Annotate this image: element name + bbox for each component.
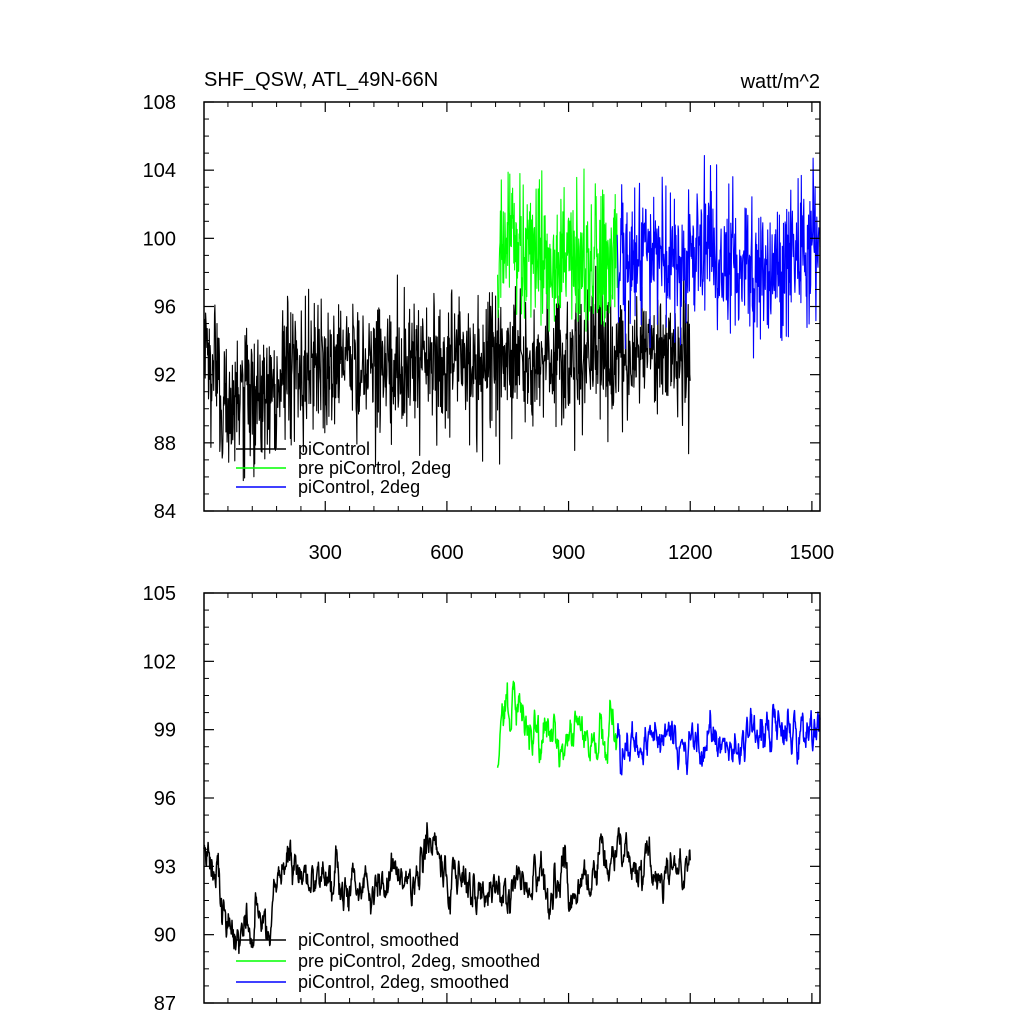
- y-tick-label: 108: [143, 92, 176, 114]
- y-tick-label: 104: [143, 160, 176, 182]
- series-line: [203, 265, 691, 482]
- y-tick-label: 87: [154, 993, 176, 1015]
- bottom-panel: 87 90 93 96 99 102 105 piControl, smoothedpre …: [143, 583, 821, 1015]
- legend-label: piControl: [298, 439, 370, 459]
- legend-label: pre piControl, 2deg: [298, 458, 451, 478]
- series-line: [497, 168, 618, 332]
- ticks-layer: 84 88 92 96 100 104 108 300 600 900 1200 1500: [143, 92, 835, 564]
- series-line: [496, 680, 618, 768]
- series-line: [616, 703, 821, 776]
- legend-label: piControl, 2deg, smoothed: [298, 972, 509, 992]
- y-tick-label: 84: [154, 501, 176, 523]
- chart-title: SHF_QSW, ATL_49N-66N: [204, 69, 438, 91]
- x-tick-label: 600: [430, 542, 463, 564]
- y-tick-label: 90: [154, 925, 176, 947]
- x-tick-label: 300: [309, 542, 342, 564]
- x-tick-label: 1500: [790, 542, 835, 564]
- series-layer: [203, 154, 821, 482]
- legend-label: pre piControl, 2deg, smoothed: [298, 951, 540, 971]
- top-panel: SHF_QSW, ATL_49N-66N watt/m^2 84 88 92 96 10…: [143, 69, 835, 564]
- y-tick-label: 88: [154, 433, 176, 455]
- legend-label: piControl, smoothed: [298, 930, 459, 950]
- y-tick-label: 96: [154, 788, 176, 810]
- legend-label: piControl, 2deg: [298, 477, 420, 497]
- x-tick-label: 900: [552, 542, 585, 564]
- x-tick-label: 1200: [668, 542, 713, 564]
- y-tick-label: 105: [143, 583, 176, 605]
- ticks-layer: 87 90 93 96 99 102 105: [143, 583, 820, 1015]
- series-line: [203, 822, 691, 955]
- y-tick-label: 100: [143, 228, 176, 250]
- units-label: watt/m^2: [740, 71, 820, 93]
- series-layer: [203, 680, 821, 955]
- y-tick-label: 92: [154, 365, 176, 387]
- y-tick-label: 93: [154, 856, 176, 878]
- y-tick-label: 96: [154, 297, 176, 319]
- plot-frame: [203, 592, 821, 1004]
- y-tick-label: 102: [143, 651, 176, 673]
- series-line: [616, 154, 821, 359]
- y-tick-label: 99: [154, 720, 176, 742]
- plot-frame: [203, 101, 821, 512]
